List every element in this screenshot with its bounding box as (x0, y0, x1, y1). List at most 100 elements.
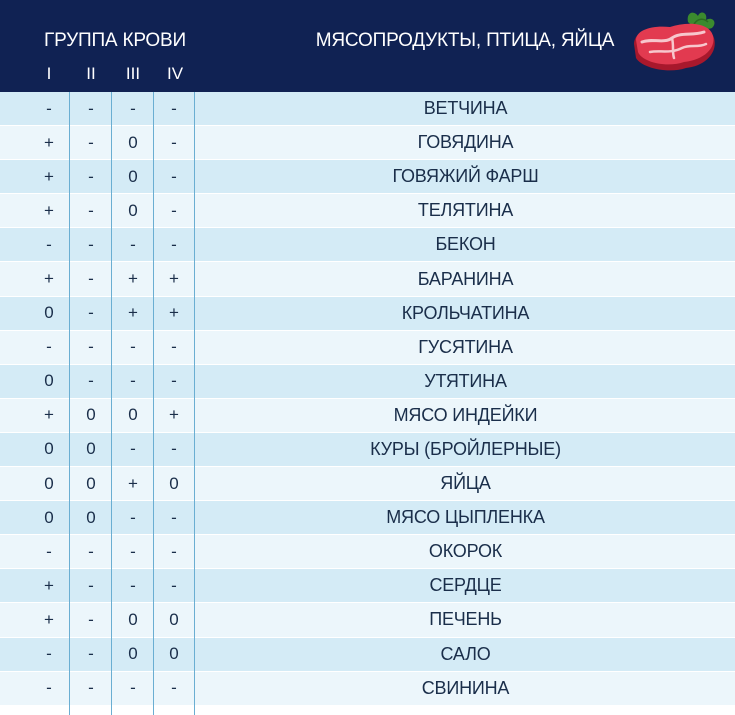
table-row: - - - - ВЕТЧИНА (0, 92, 735, 127)
blood-group-iii-cell: - (130, 371, 136, 391)
column-separator (111, 92, 112, 715)
blood-group-i-cell: + (44, 269, 54, 289)
product-name-cell: ОКОРОК (428, 541, 503, 562)
column-iii-label: III (125, 64, 141, 83)
table-row: + - 0 0 ПЕЧЕНЬ (0, 603, 735, 638)
column-separator (153, 92, 154, 715)
table-row: 0 0 +0 ЯЙЦА (0, 467, 735, 502)
product-name-cell: ГУСЯТИНА (418, 336, 513, 357)
blood-group-i-cell: + (44, 132, 54, 152)
blood-group-iv-cell: + (169, 269, 179, 289)
blood-group-i-cell: - (46, 541, 52, 561)
blood-group-ii-cell: - (88, 303, 94, 323)
blood-group-ii-cell: 0 (86, 507, 96, 527)
blood-group-i-cell: 0 (44, 371, 54, 391)
blood-group-iii-cell: - (130, 575, 136, 595)
product-name-cell: ГОВЯДИНА (417, 132, 514, 153)
column-separator (194, 92, 195, 715)
blood-group-iv-cell: 0 (169, 644, 179, 664)
blood-group-iii-cell: 0 (128, 132, 138, 152)
blood-group-iii-cell: + (128, 269, 138, 289)
blood-group-iv-cell: + (169, 405, 179, 425)
blood-group-iv-cell: - (171, 439, 177, 459)
product-name-cell: ВЕТЧИНА (423, 98, 508, 119)
blood-group-iii-cell: + (128, 303, 138, 323)
blood-group-ii-cell: - (88, 200, 94, 220)
blood-group-iii-cell: - (130, 678, 136, 698)
table-header: ГРУППА КРОВИ I II III IV МЯСОПРОДУКТЫ, П… (0, 0, 735, 92)
blood-group-i-cell: 0 (44, 473, 54, 493)
blood-group-iii-cell: 0 (128, 609, 138, 629)
blood-group-title: ГРУППА КРОВИ (44, 30, 186, 51)
blood-group-iii-cell: 0 (128, 405, 138, 425)
product-name-cell: ГОВЯЖИЙ ФАРШ (392, 166, 539, 187)
blood-group-i-cell: + (44, 200, 54, 220)
table-row: 0 - + + КРОЛЬЧАТИНА (0, 296, 735, 331)
blood-group-iii-cell: - (130, 98, 136, 118)
product-name-cell: СВИНИНА (421, 677, 510, 698)
blood-group-iv-cell: 0 (169, 473, 179, 493)
blood-group-ii-cell: - (88, 98, 94, 118)
product-name-cell: ПЕЧЕНЬ (429, 609, 502, 630)
blood-group-i-cell: - (46, 678, 52, 698)
blood-group-iv-cell: - (171, 541, 177, 561)
product-name-cell: САЛО (440, 643, 491, 664)
blood-group-ii-cell: - (88, 337, 94, 357)
column-iv-label: IV (166, 64, 184, 83)
blood-group-iii-cell: - (130, 439, 136, 459)
blood-group-i-cell: - (46, 234, 52, 254)
product-name-cell: МЯСО ЦЫПЛЕНКА (386, 507, 545, 528)
product-name-cell: БЕКОН (435, 234, 496, 255)
product-category-title: МЯСОПРОДУКТЫ, ПТИЦА, ЯЙЦА (315, 30, 615, 51)
table-row: + - - - СЕРДЦЕ (0, 569, 735, 604)
blood-group-iv-cell: - (171, 166, 177, 186)
column-i-label: I (46, 64, 52, 83)
blood-group-i-cell: - (46, 644, 52, 664)
blood-group-iv-cell: - (171, 132, 177, 152)
blood-group-ii-cell: - (88, 269, 94, 289)
product-name-cell: ЯЙЦА (440, 473, 491, 494)
blood-group-iv-cell: 0 (169, 609, 179, 629)
column-ii-label: II (86, 64, 96, 83)
table-row: 0 - - - УТЯТИНА (0, 364, 735, 399)
blood-group-ii-cell: - (88, 132, 94, 152)
blood-group-iv-cell: - (171, 371, 177, 391)
blood-group-ii-cell: 0 (86, 405, 96, 425)
blood-group-ii-cell: - (88, 575, 94, 595)
blood-group-iii-cell: 0 (128, 644, 138, 664)
blood-group-iii-cell: + (128, 473, 138, 493)
blood-group-i-cell: - (46, 98, 52, 118)
blood-group-iv-cell: - (171, 337, 177, 357)
blood-group-iii-cell: - (130, 234, 136, 254)
blood-group-i-cell: 0 (44, 507, 54, 527)
meat-steak-icon (634, 12, 715, 71)
product-name-cell: МЯСО ИНДЕЙКИ (393, 404, 538, 425)
product-name-cell: УТЯТИНА (424, 370, 507, 391)
table-row: + - 0 - ТЕЛЯТИНА (0, 194, 735, 229)
blood-group-i-cell: 0 (44, 303, 54, 323)
blood-group-iv-cell: - (171, 234, 177, 254)
product-name-cell: БАРАНИНА (417, 268, 514, 289)
product-name-cell: КРОЛЬЧАТИНА (401, 302, 530, 323)
table-row: + - 0 - ГОВЯДИНА (0, 126, 735, 161)
blood-group-iv-cell: - (171, 575, 177, 595)
blood-group-ii-cell: - (88, 609, 94, 629)
table-row: 0 0 - - МЯСО ЦЫПЛЕНКА (0, 501, 735, 536)
blood-group-ii-cell: - (88, 234, 94, 254)
blood-group-iv-cell: - (171, 98, 177, 118)
table-row: 0 0 - - КУРЫ (БРОЙЛЕРНЫЕ) (0, 432, 735, 468)
blood-group-ii-cell: - (88, 166, 94, 186)
blood-group-iv-cell: - (171, 678, 177, 698)
product-name-cell: ТЕЛЯТИНА (417, 200, 514, 221)
blood-group-ii-cell: - (88, 371, 94, 391)
blood-group-ii-cell: 0 (86, 473, 96, 493)
table-body: - - - - ВЕТЧИНА + - 0 - ГОВЯДИНА + - 0 - ГОВЯЖИЙ ФАРШ +… (0, 92, 735, 706)
product-name-cell: КУРЫ (БРОЙЛЕРНЫЕ) (370, 438, 561, 459)
blood-group-ii-cell: - (88, 644, 94, 664)
blood-group-i-cell: - (46, 337, 52, 357)
blood-group-i-cell: + (44, 609, 54, 629)
blood-group-iii-cell: 0 (128, 200, 138, 220)
column-separator (69, 92, 70, 715)
blood-group-i-cell: + (44, 166, 54, 186)
